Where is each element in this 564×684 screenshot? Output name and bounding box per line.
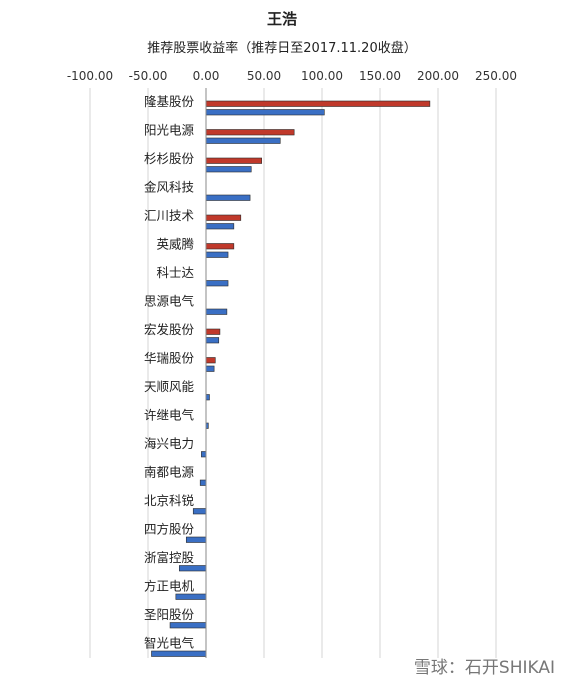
category-label: 金风科技 — [144, 180, 195, 195]
category-label: 智光电气 — [144, 636, 195, 651]
x-tick-label: 100.00 — [301, 69, 343, 83]
bar-red — [205, 214, 242, 221]
bar-blue — [185, 536, 207, 543]
gridlines — [89, 88, 497, 658]
bar-blue — [205, 223, 235, 230]
bar-blue — [205, 394, 210, 401]
category-label: 华瑞股份 — [144, 351, 195, 366]
watermark-text: 雪球：石开SHIKAI — [414, 658, 555, 678]
bar-blue — [205, 280, 229, 287]
bar-red — [205, 100, 431, 107]
bar-red — [205, 157, 262, 164]
bar-blue — [205, 251, 229, 258]
x-tick-label: -50.00 — [129, 69, 168, 83]
category-label: 海兴电力 — [144, 436, 194, 451]
bar-blue — [205, 166, 252, 173]
bar-blue — [205, 365, 215, 372]
bar-blue — [199, 479, 207, 486]
bar-red — [205, 357, 216, 364]
category-label: 隆基股份 — [144, 94, 195, 109]
x-tick-label: -100.00 — [67, 69, 113, 83]
x-tick-label: 250.00 — [475, 69, 517, 83]
bar-blue — [179, 565, 207, 572]
bar-blue — [151, 650, 207, 657]
bar-blue — [205, 194, 251, 201]
category-label: 许继电气 — [144, 408, 195, 423]
x-tick-label: 50.00 — [247, 69, 281, 83]
category-label: 浙富控股 — [144, 550, 195, 565]
chart-subtitle: 推荐股票收益率（推荐日至2017.11.20收盘） — [147, 40, 416, 56]
category-label: 北京科锐 — [144, 493, 195, 508]
category-label: 思源电气 — [144, 294, 195, 309]
x-tick-label: 150.00 — [359, 69, 401, 83]
bar-red — [205, 328, 221, 335]
category-label: 英威腾 — [156, 237, 194, 252]
category-label: 阳光电源 — [144, 123, 195, 138]
bar-blue — [205, 109, 325, 116]
bar-red — [205, 129, 295, 136]
bar-blue — [205, 137, 281, 144]
category-label: 四方股份 — [144, 522, 195, 537]
category-label: 天顺风能 — [144, 379, 195, 394]
bars — [151, 100, 431, 657]
category-label: 南都电源 — [144, 465, 195, 480]
category-label: 汇川技术 — [144, 208, 195, 223]
category-label: 方正电机 — [144, 579, 195, 594]
x-tick-label: 200.00 — [417, 69, 459, 83]
bar-red — [205, 243, 235, 250]
bar-blue — [205, 337, 220, 344]
category-label: 宏发股份 — [144, 322, 195, 337]
bar-blue — [175, 593, 207, 600]
bar-blue — [192, 508, 207, 515]
bar-blue — [205, 308, 228, 315]
bar-blue — [169, 622, 207, 629]
category-labels: 隆基股份阳光电源杉杉股份金风科技汇川技术英威腾科士达思源电气宏发股份华瑞股份天顺… — [144, 94, 195, 651]
category-label: 杉杉股份 — [144, 151, 195, 166]
x-tick-labels: -100.00 -50.00 0.00 50.00 100.00 150.00 200.00… — [67, 69, 517, 83]
chart-title: 王浩 — [267, 10, 297, 28]
category-label: 圣阳股份 — [144, 607, 195, 622]
x-tick-label: 0.00 — [193, 69, 220, 83]
category-label: 科士达 — [156, 265, 194, 280]
bar-blue — [201, 451, 207, 458]
